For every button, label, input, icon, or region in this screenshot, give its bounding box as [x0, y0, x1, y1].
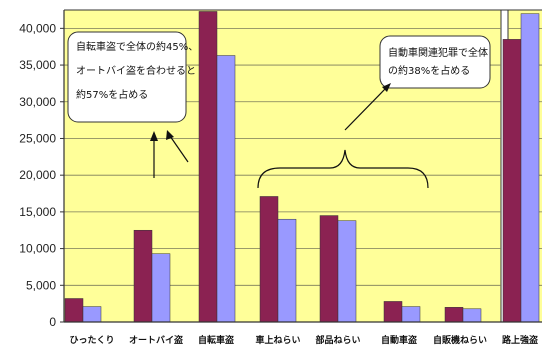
annotation-text: 自動車関連犯罪で全体 [388, 46, 488, 59]
x-category-label: 自販機ねらい [433, 334, 487, 346]
bar-series-2-3 [277, 218, 297, 323]
y-tick-label: 30,000 [19, 95, 56, 109]
bar-series-1-1 [133, 229, 153, 323]
annotation-text: オートバイ盗を合わせると [76, 64, 196, 77]
annotation-arrow [169, 135, 189, 163]
y-tick-label: 5,000 [26, 278, 56, 292]
bar-series-2-5 [401, 306, 421, 323]
y-tick-label: 0 [49, 315, 56, 329]
bar-series-2-1 [151, 253, 171, 323]
y-tick-label: 15,000 [19, 205, 56, 219]
y-tick-label: 40,000 [19, 21, 56, 35]
annotation-box [67, 31, 187, 123]
y-tick-label: 35,000 [19, 58, 56, 72]
bar-series-2-0 [82, 306, 102, 323]
bar-series-2-7 [520, 13, 540, 323]
annotation-arrowhead [382, 83, 391, 92]
x-category-label: ひったくり [69, 335, 114, 346]
x-category-label: 自転車盗 [198, 334, 234, 346]
bar-series-1-3 [259, 196, 279, 323]
annotation-arrowhead [150, 131, 158, 141]
y-tick-label: 25,000 [19, 131, 56, 145]
y-tick-label: 20,000 [19, 168, 56, 182]
bar-series-1-0 [64, 298, 84, 323]
x-category-label: 部品ねらい [315, 334, 360, 346]
bar-series-1-4 [319, 215, 339, 323]
y-tick-label: 10,000 [19, 242, 56, 256]
x-category-label: 車上ねらい [255, 334, 300, 346]
annotation-text: 自転車盗で全体の約45%、 [76, 40, 198, 53]
x-category-label: 自動車盗 [381, 334, 417, 346]
annotation-arrowhead [166, 130, 174, 140]
bar-series-2-4 [337, 220, 357, 323]
bar-series-1-6 [444, 307, 464, 323]
annotation-box [379, 35, 491, 89]
x-category-label: 路上強盗 [502, 334, 538, 346]
bar-series-1-5 [383, 301, 403, 323]
bar-series-2-2 [216, 55, 236, 323]
annotation-arrow [344, 87, 387, 131]
bar-series-2-6 [462, 308, 482, 323]
bar-series-1-2 [198, 11, 218, 323]
annotation-text: 約57%を占める [76, 88, 148, 101]
x-category-label: オートバイ盗 [129, 334, 183, 346]
annotation-text: の約38%を占める [388, 64, 470, 77]
grouping-brace [257, 149, 429, 189]
bar-series-1-7 [502, 39, 522, 323]
